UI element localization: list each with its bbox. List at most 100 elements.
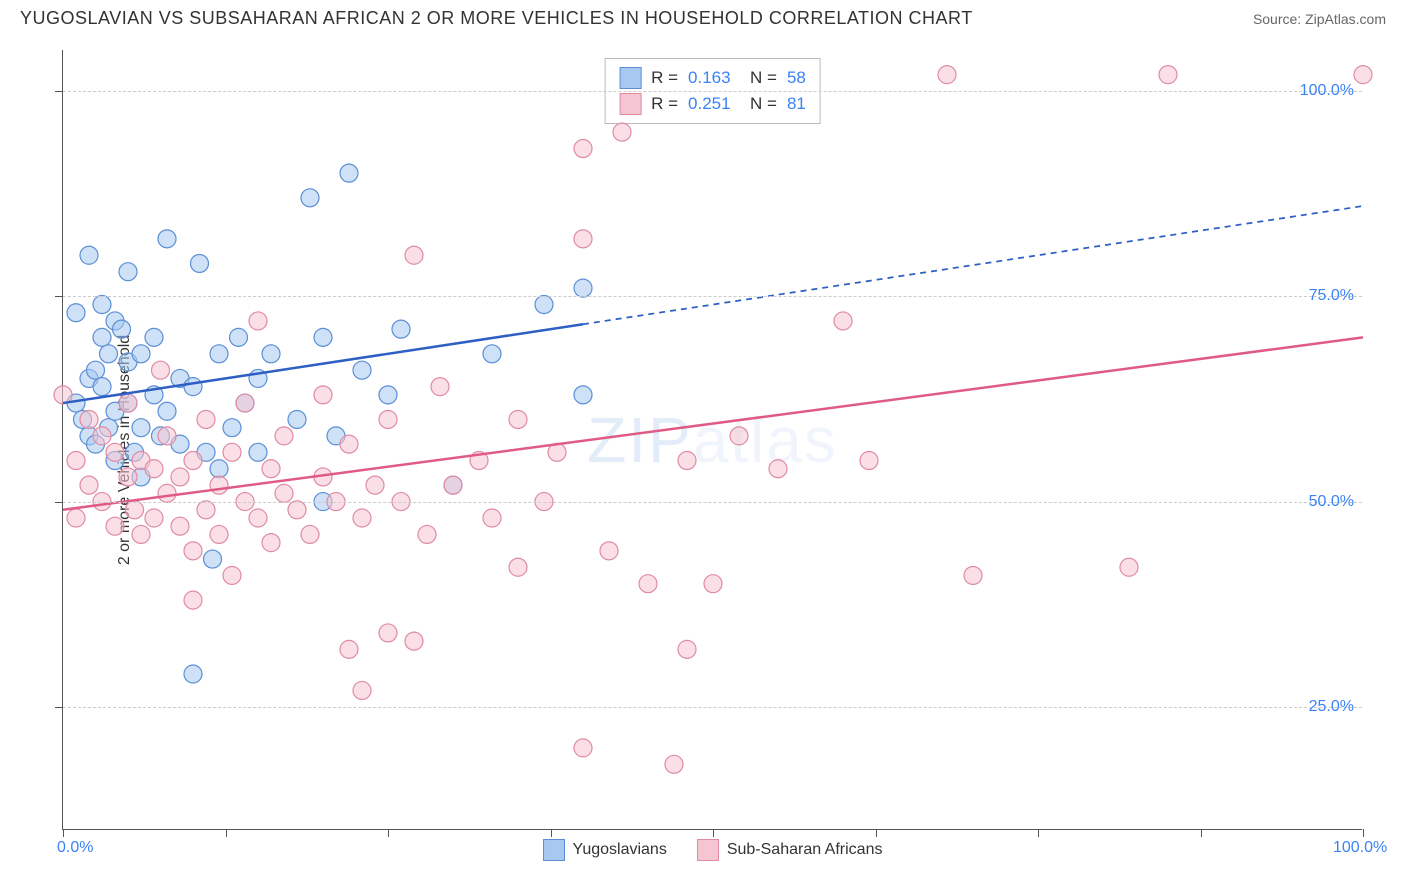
scatter-point-series-1 <box>704 575 722 593</box>
scatter-point-series-1 <box>197 501 215 519</box>
scatter-point-series-0 <box>353 361 371 379</box>
scatter-point-series-0 <box>93 328 111 346</box>
plot-area: ZIPatlas R = 0.163 N = 58 R = 0.251 N = … <box>62 50 1362 830</box>
scatter-point-series-1 <box>483 509 501 527</box>
scatter-point-series-0 <box>483 345 501 363</box>
plot-svg <box>63 50 1362 829</box>
scatter-point-series-1 <box>379 624 397 642</box>
y-tick-label: 50.0% <box>1309 493 1354 511</box>
x-tick <box>1363 829 1364 837</box>
scatter-point-series-1 <box>1159 66 1177 84</box>
scatter-point-series-1 <box>132 525 150 543</box>
scatter-point-series-1 <box>405 246 423 264</box>
scatter-point-series-1 <box>119 394 137 412</box>
scatter-point-series-1 <box>119 468 137 486</box>
scatter-point-series-0 <box>288 410 306 428</box>
chart-container: 2 or more Vehicles in Household ZIPatlas… <box>20 40 1386 860</box>
scatter-point-series-0 <box>113 320 131 338</box>
scatter-point-series-1 <box>769 460 787 478</box>
scatter-point-series-0 <box>93 296 111 314</box>
chart-title: YUGOSLAVIAN VS SUBSAHARAN AFRICAN 2 OR M… <box>20 8 973 29</box>
scatter-point-series-1 <box>509 410 527 428</box>
scatter-point-series-1 <box>106 517 124 535</box>
x-tick-label: 0.0% <box>57 839 93 857</box>
scatter-point-series-0 <box>210 345 228 363</box>
scatter-point-series-1 <box>860 452 878 470</box>
scatter-point-series-0 <box>574 386 592 404</box>
scatter-point-series-1 <box>184 591 202 609</box>
scatter-point-series-1 <box>834 312 852 330</box>
scatter-point-series-1 <box>418 525 436 543</box>
scatter-point-series-0 <box>223 419 241 437</box>
scatter-point-series-0 <box>535 296 553 314</box>
scatter-point-series-1 <box>574 140 592 158</box>
scatter-point-series-0 <box>93 378 111 396</box>
scatter-point-series-0 <box>132 345 150 363</box>
chart-source: Source: ZipAtlas.com <box>1253 11 1386 27</box>
chart-header: YUGOSLAVIAN VS SUBSAHARAN AFRICAN 2 OR M… <box>0 0 1406 33</box>
scatter-point-series-1 <box>158 484 176 502</box>
scatter-point-series-0 <box>158 230 176 248</box>
scatter-point-series-1 <box>275 484 293 502</box>
x-tick <box>713 829 714 837</box>
scatter-point-series-1 <box>613 123 631 141</box>
scatter-point-series-0 <box>87 361 105 379</box>
y-tick <box>55 91 63 92</box>
scatter-point-series-1 <box>405 632 423 650</box>
scatter-point-series-1 <box>444 476 462 494</box>
scatter-point-series-1 <box>314 386 332 404</box>
scatter-point-series-1 <box>574 230 592 248</box>
scatter-point-series-1 <box>366 476 384 494</box>
x-tick <box>1038 829 1039 837</box>
scatter-point-series-1 <box>236 394 254 412</box>
scatter-point-series-0 <box>249 443 267 461</box>
scatter-point-series-1 <box>93 427 111 445</box>
scatter-point-series-1 <box>67 452 85 470</box>
x-tick <box>876 829 877 837</box>
scatter-point-series-1 <box>340 435 358 453</box>
x-tick <box>388 829 389 837</box>
scatter-point-series-1 <box>184 452 202 470</box>
scatter-point-series-1 <box>171 517 189 535</box>
scatter-point-series-0 <box>204 550 222 568</box>
scatter-point-series-0 <box>158 402 176 420</box>
scatter-point-series-0 <box>314 328 332 346</box>
scatter-point-series-0 <box>100 345 118 363</box>
scatter-point-series-0 <box>184 378 202 396</box>
scatter-point-series-1 <box>600 542 618 560</box>
scatter-point-series-1 <box>665 755 683 773</box>
scatter-point-series-1 <box>301 525 319 543</box>
scatter-point-series-0 <box>67 304 85 322</box>
scatter-point-series-0 <box>230 328 248 346</box>
trend-line-dashed-series-0 <box>583 206 1363 324</box>
scatter-point-series-0 <box>145 328 163 346</box>
scatter-point-series-1 <box>730 427 748 445</box>
y-tick-label: 100.0% <box>1300 82 1354 100</box>
scatter-point-series-1 <box>223 566 241 584</box>
scatter-point-series-0 <box>392 320 410 338</box>
x-tick <box>551 829 552 837</box>
scatter-point-series-0 <box>574 279 592 297</box>
scatter-point-series-1 <box>184 542 202 560</box>
scatter-point-series-1 <box>379 410 397 428</box>
scatter-point-series-1 <box>145 509 163 527</box>
scatter-point-series-1 <box>678 452 696 470</box>
scatter-point-series-1 <box>964 566 982 584</box>
gridline <box>63 91 1362 92</box>
scatter-point-series-0 <box>262 345 280 363</box>
legend-label-0: Yugoslavians <box>573 841 667 859</box>
scatter-point-series-0 <box>340 164 358 182</box>
scatter-point-series-1 <box>938 66 956 84</box>
y-tick <box>55 707 63 708</box>
x-tick <box>1201 829 1202 837</box>
scatter-point-series-0 <box>119 263 137 281</box>
legend-label-1: Sub-Saharan Africans <box>727 841 883 859</box>
scatter-point-series-1 <box>249 312 267 330</box>
scatter-point-series-1 <box>158 427 176 445</box>
scatter-point-series-1 <box>106 443 124 461</box>
scatter-point-series-1 <box>210 476 228 494</box>
y-tick <box>55 296 63 297</box>
scatter-point-series-1 <box>275 427 293 445</box>
scatter-point-series-1 <box>639 575 657 593</box>
legend-swatch-1 <box>697 839 719 861</box>
